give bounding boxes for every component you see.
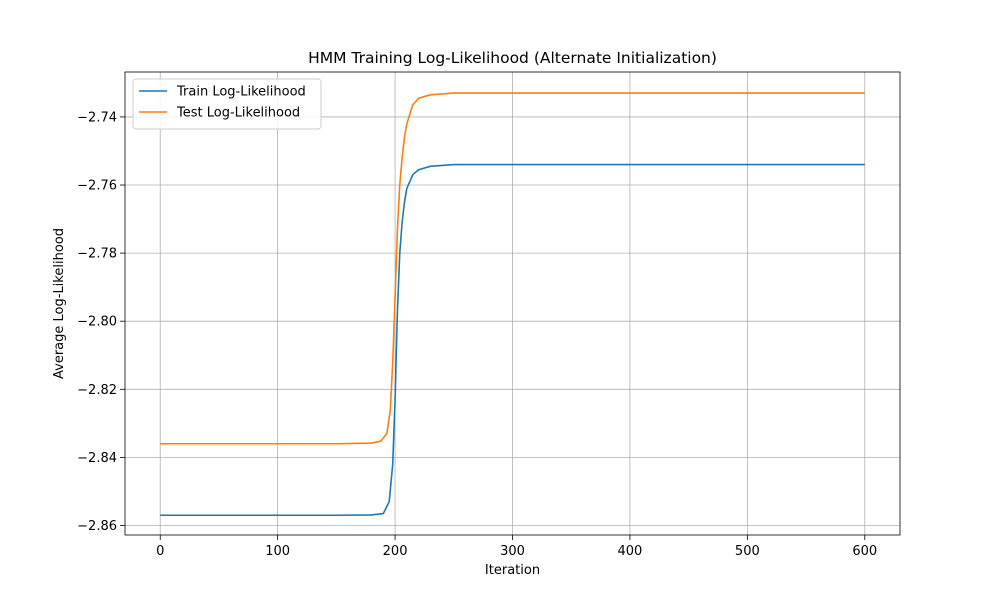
ticks: 0 100 200 300 400 500 600 −2.86 −2.84 −2.82 −2.80 −… bbox=[77, 110, 877, 559]
x-tick-label: 300 bbox=[500, 544, 525, 559]
y-tick-label: −2.76 bbox=[77, 179, 117, 194]
legend-box bbox=[132, 78, 322, 130]
x-tick-label: 0 bbox=[156, 544, 164, 559]
x-axis-label: Iteration bbox=[485, 563, 540, 578]
y-tick-label: −2.78 bbox=[77, 247, 117, 262]
x-tick-label: 600 bbox=[852, 544, 877, 559]
y-tick-label: −2.82 bbox=[77, 383, 117, 398]
series-layer bbox=[160, 92, 865, 517]
x-tick-label: 100 bbox=[265, 544, 290, 559]
series-line-train bbox=[160, 163, 865, 517]
y-tick-label: −2.80 bbox=[77, 315, 117, 330]
legend: Train Log-Likelihood Test Log-Likelihood bbox=[132, 78, 322, 130]
legend-label: Test Log-Likelihood bbox=[176, 106, 300, 121]
x-tick-label: 400 bbox=[618, 544, 643, 559]
y-axis-label: Average Log-Likelihood bbox=[52, 228, 67, 379]
chart-title: HMM Training Log-Likelihood (Alternate I… bbox=[308, 49, 717, 67]
x-tick-label: 200 bbox=[383, 544, 408, 559]
series-line-test bbox=[160, 92, 865, 445]
y-tick-label: −2.74 bbox=[77, 110, 117, 125]
y-tick-label: −2.84 bbox=[77, 451, 117, 466]
x-tick-label: 500 bbox=[735, 544, 760, 559]
y-tick-label: −2.86 bbox=[77, 519, 117, 534]
legend-label: Train Log-Likelihood bbox=[176, 85, 306, 100]
